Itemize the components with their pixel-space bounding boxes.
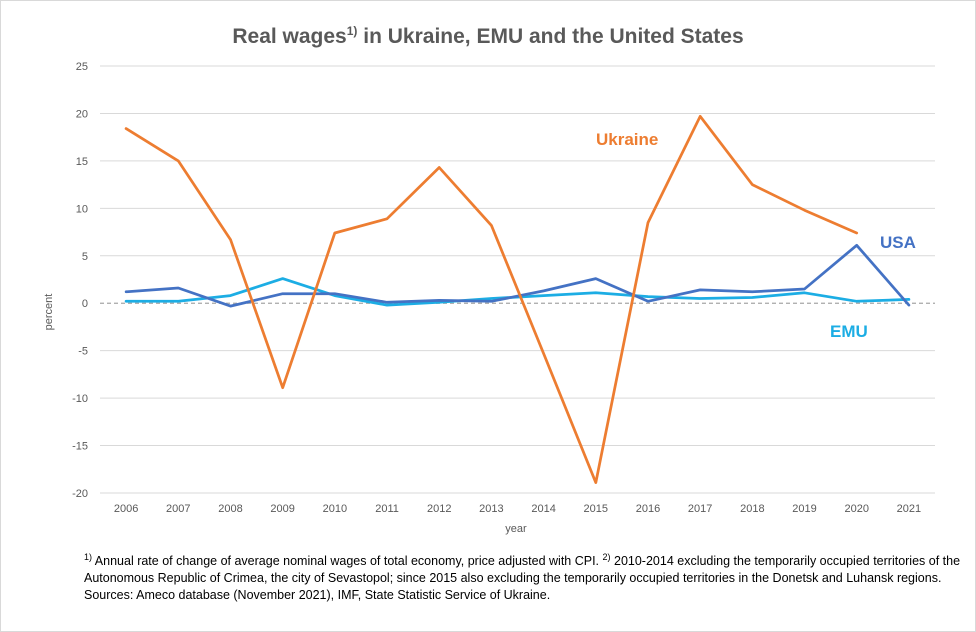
x-tick-label: 2008: [218, 503, 242, 515]
footnotes: 1) Annual rate of change of average nomi…: [84, 549, 964, 604]
y-tick-label: -5: [78, 346, 88, 358]
x-tick-label: 2007: [166, 503, 190, 515]
footnote-1-text: Annual rate of change of average nominal…: [92, 554, 603, 569]
x-tick-label: 2012: [427, 503, 451, 515]
chart-title-main: Real wages: [232, 25, 347, 48]
chart-title-note: 1): [346, 24, 358, 38]
x-tick-label: 2010: [323, 503, 347, 515]
y-tick-label: -15: [72, 441, 88, 453]
gridlines: [100, 65, 935, 494]
x-tick-label: 2021: [897, 503, 921, 515]
y-tick-label: -20: [72, 488, 88, 500]
x-tick-label: 2015: [584, 503, 608, 515]
x-tick-label: 2013: [479, 503, 503, 515]
y-tick-label: 25: [76, 61, 88, 73]
y-tick-label: 0: [82, 298, 88, 310]
y-axis-label: percent: [43, 294, 55, 331]
x-tick-label: 2006: [114, 503, 138, 515]
chart-title-rest: in Ukraine, EMU and the United States: [357, 25, 744, 48]
y-tick-label: 5: [82, 251, 88, 263]
x-tick-label: 2018: [740, 503, 764, 515]
x-tick-label: 2016: [636, 503, 660, 515]
x-tick-label: 2019: [792, 503, 816, 515]
footnote-2-text: 2010-2014 excluding the temporarily occu…: [84, 554, 961, 586]
x-axis-label: year: [505, 523, 527, 535]
footnote-definitions: 1) Annual rate of change of average nomi…: [84, 549, 964, 587]
series-label-usa: USA: [880, 233, 916, 252]
chart-title: Real wages1) in Ukraine, EMU and the Uni…: [0, 24, 976, 49]
series-label-emu: EMU: [830, 322, 868, 341]
series-line-ukraine: [124, 114, 859, 484]
y-axis-ticks: 25 20 15 10 5 0 -5 -10 -15 -20: [72, 61, 88, 500]
footnote-1-marker: 1): [84, 552, 93, 562]
series-lines: [124, 114, 911, 484]
y-tick-label: 10: [76, 203, 88, 215]
x-tick-label: 2017: [688, 503, 712, 515]
y-tick-label: -10: [72, 393, 88, 405]
x-tick-label: 2020: [844, 503, 868, 515]
y-tick-label: 20: [76, 108, 88, 120]
x-tick-label: 2009: [270, 503, 294, 515]
y-tick-label: 15: [76, 156, 88, 168]
footnote-2-marker: 2): [602, 552, 611, 562]
x-axis-ticks: 2006 2007 2008 2009 2010 2011 2012 2013 2014 2015…: [114, 503, 921, 515]
series-label-ukraine: Ukraine: [596, 130, 658, 149]
series-line-usa: [124, 243, 911, 308]
sources-line: Sources: Ameco database (November 2021),…: [84, 588, 551, 603]
x-tick-label: 2011: [375, 503, 399, 515]
x-tick-label: 2014: [531, 503, 555, 515]
